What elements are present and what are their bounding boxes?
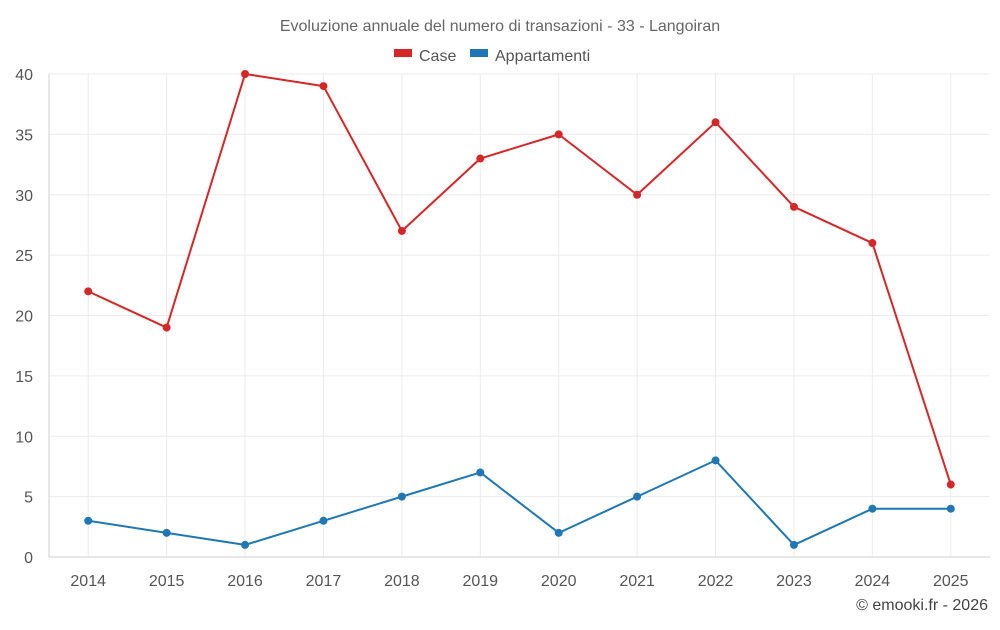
- data-point-case-2017: [319, 82, 328, 91]
- data-point-case-2023: [789, 202, 798, 211]
- series-line-case: [87, 73, 952, 485]
- data-point-appartamenti-2019: [476, 468, 485, 477]
- data-point-appartamenti-2023: [789, 540, 798, 549]
- data-point-case-2021: [633, 190, 642, 199]
- data-point-case-2024: [868, 239, 877, 248]
- x-tick-label-2014: 2014: [70, 573, 106, 590]
- data-point-appartamenti-2018: [397, 492, 406, 501]
- y-tick-label-20: 20: [15, 309, 33, 326]
- data-point-case-2015: [162, 323, 171, 332]
- x-tick-label-2019: 2019: [462, 573, 498, 590]
- data-point-appartamenti-2025: [946, 504, 955, 513]
- legend: Case Appartamenti: [394, 48, 590, 65]
- y-tick-label-10: 10: [15, 429, 33, 446]
- x-tick-label-2018: 2018: [384, 573, 420, 590]
- x-tick-label-2022: 2022: [698, 573, 734, 590]
- data-point-appartamenti-2016: [241, 540, 250, 549]
- y-tick-label-30: 30: [15, 188, 33, 205]
- data-point-appartamenti-2015: [162, 528, 171, 537]
- data-point-case-2018: [397, 226, 406, 235]
- x-tick-label-2021: 2021: [619, 573, 655, 590]
- x-tick-label-2020: 2020: [541, 573, 577, 590]
- data-point-appartamenti-2021: [633, 492, 642, 501]
- y-tick-label-5: 5: [24, 490, 33, 507]
- data-point-case-2022: [711, 118, 720, 127]
- chart-title: Evoluzione annuale del numero di transaz…: [280, 18, 720, 35]
- y-tick-label-15: 15: [15, 369, 33, 386]
- y-tick-label-40: 40: [15, 67, 33, 84]
- data-point-appartamenti-2020: [554, 528, 563, 537]
- x-tick-label-2015: 2015: [149, 573, 185, 590]
- data-point-case-2016: [241, 70, 250, 78]
- legend-label-appartamenti: Appartamenti: [495, 48, 590, 65]
- x-tick-label-2023: 2023: [776, 573, 812, 590]
- y-tick-label-25: 25: [15, 248, 33, 265]
- data-point-appartamenti-2014: [84, 516, 93, 525]
- legend-swatch-appartamenti: [470, 49, 488, 57]
- y-tick-label-35: 35: [15, 127, 33, 144]
- credit-text: © emooki.fr - 2026: [856, 597, 988, 614]
- data-point-appartamenti-2022: [711, 456, 720, 465]
- y-tick-label-0: 0: [24, 550, 33, 567]
- x-tick-label-2016: 2016: [227, 573, 263, 590]
- data-point-appartamenti-2017: [319, 516, 328, 525]
- data-point-case-2025: [946, 480, 955, 489]
- grid: [49, 73, 990, 557]
- legend-label-case: Case: [419, 48, 456, 65]
- x-tick-label-2024: 2024: [855, 573, 891, 590]
- x-tick-label-2025: 2025: [933, 573, 969, 590]
- data-point-appartamenti-2024: [868, 504, 877, 513]
- legend-swatch-case: [394, 49, 412, 57]
- series-line-appartamenti: [88, 459, 951, 546]
- data-point-case-2020: [554, 130, 563, 139]
- data-point-case-2014: [84, 287, 93, 296]
- series: [84, 70, 955, 549]
- data-point-case-2019: [476, 154, 485, 163]
- x-tick-label-2017: 2017: [306, 573, 342, 590]
